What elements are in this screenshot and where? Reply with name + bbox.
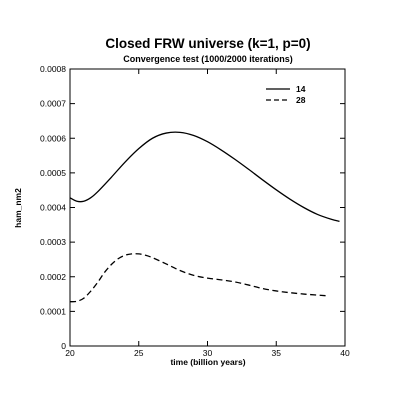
series-line-28 — [69, 253, 328, 303]
y-tick-label: 0.0007 — [40, 99, 66, 109]
x-tick-label: 25 — [134, 348, 144, 358]
x-tick-label: 30 — [203, 348, 213, 358]
x-tick-label: 40 — [340, 348, 350, 358]
y-axis: 0 0.0001 0.0002 0.0003 0.0004 0.0005 0.0006 0.0… — [40, 64, 345, 351]
chart-title: Closed FRW universe (k=1, p=0) — [105, 36, 310, 51]
y-axis-label: ham_nm2 — [13, 188, 23, 228]
y-tick-label: 0.0004 — [40, 203, 66, 213]
x-tick-label: 35 — [272, 348, 282, 358]
y-tick-label: 0.0008 — [40, 64, 66, 74]
legend: 14 28 — [266, 84, 306, 105]
y-tick-label: 0.0002 — [40, 272, 66, 282]
x-axis-label: time (billion years) — [170, 357, 245, 367]
y-tick-label: 0.0001 — [40, 306, 66, 316]
legend-label-28: 28 — [296, 95, 306, 105]
x-axis: 20 25 30 35 40 — [65, 69, 350, 358]
x-tick-label: 20 — [65, 348, 75, 358]
y-tick-label: 0.0003 — [40, 237, 66, 247]
y-tick-label: 0.0006 — [40, 133, 66, 143]
y-tick-label: 0.0005 — [40, 168, 66, 178]
legend-label-14: 14 — [296, 84, 306, 94]
y-tick-label: 0 — [61, 341, 66, 351]
chart-subtitle: Convergence test (1000/2000 iterations) — [123, 54, 293, 64]
series-group — [69, 131, 340, 303]
series-line-14 — [69, 131, 340, 222]
